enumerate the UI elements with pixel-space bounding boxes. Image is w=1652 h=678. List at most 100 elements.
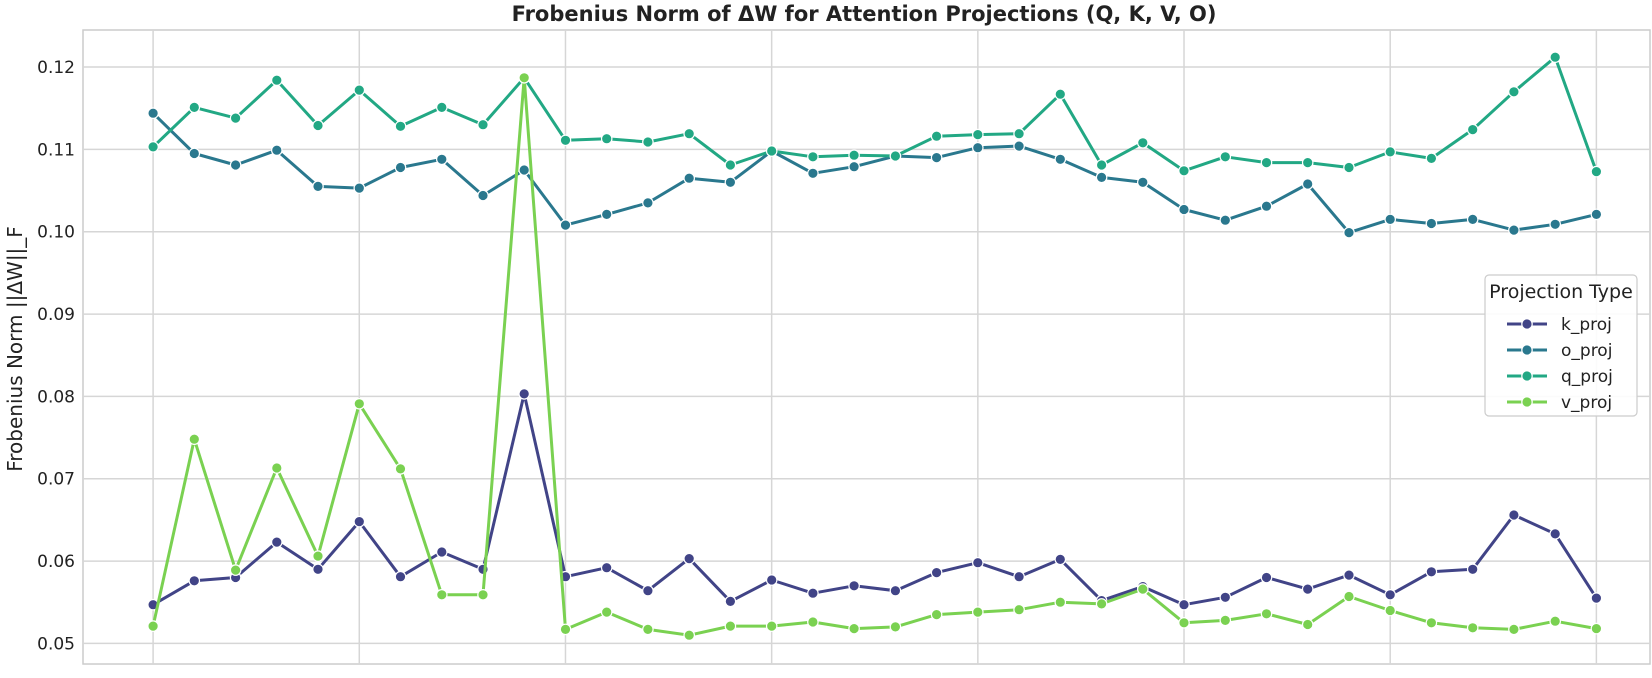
data-point: [270, 536, 283, 548]
legend-label: o_proj: [1561, 341, 1612, 361]
data-point: [683, 172, 695, 184]
data-point: [559, 219, 572, 231]
data-point: [1508, 509, 1520, 521]
data-point: [971, 606, 984, 618]
data-point: [1260, 200, 1273, 212]
data-point: [1466, 213, 1479, 226]
legend-marker: [1521, 318, 1533, 330]
y-tick-label: 0.11: [37, 140, 75, 160]
data-point: [1343, 161, 1355, 174]
data-point: [518, 164, 530, 176]
data-point: [600, 561, 613, 574]
data-point: [642, 584, 654, 597]
data-point: [1095, 159, 1108, 171]
data-point: [1549, 51, 1561, 63]
legend-title: Projection Type: [1489, 281, 1633, 303]
plot-area: [82, 29, 1651, 665]
data-point: [683, 127, 695, 140]
data-point: [1301, 618, 1314, 631]
data-point: [930, 130, 943, 142]
data-point: [889, 150, 902, 162]
data-point: [807, 167, 819, 180]
data-point: [353, 182, 366, 194]
data-point: [683, 552, 695, 565]
data-point: [1260, 571, 1273, 584]
data-point: [1219, 614, 1232, 627]
data-point: [270, 74, 283, 86]
data-point: [394, 463, 407, 475]
legend-marker: [1521, 370, 1533, 382]
data-point: [600, 208, 613, 221]
data-point: [971, 141, 984, 154]
data-point: [353, 515, 366, 528]
data-point: [807, 616, 819, 628]
data-point: [1178, 598, 1190, 611]
data-point: [1095, 171, 1108, 184]
data-point: [642, 136, 654, 148]
data-point: [930, 566, 943, 579]
data-point: [1054, 88, 1067, 100]
data-point: [1590, 592, 1603, 604]
series-line: [152, 112, 1597, 235]
y-tick-label: 0.09: [37, 305, 75, 325]
data-point: [807, 587, 819, 599]
data-point: [394, 161, 407, 174]
data-point: [971, 556, 984, 569]
data-point: [353, 397, 366, 410]
data-point: [229, 112, 242, 124]
data-point: [1425, 616, 1438, 629]
data-point: [1384, 213, 1396, 226]
series-line: [151, 76, 1597, 637]
data-point: [724, 176, 737, 189]
data-point: [1301, 156, 1314, 169]
data-point: [1466, 123, 1479, 136]
data-point: [1178, 165, 1190, 177]
legend-label: q_proj: [1561, 367, 1613, 387]
legend-marker: [1521, 344, 1533, 356]
data-point: [1384, 588, 1396, 601]
y-axis-ticks: 0.05 0.06 0.07 0.08 0.09 0.10 0.11 0.12: [37, 58, 75, 654]
data-point: [889, 621, 902, 633]
data-point: [188, 147, 201, 160]
data-point: [188, 101, 201, 114]
data-point: [188, 574, 201, 587]
data-point: [1260, 156, 1273, 169]
y-tick-label: 0.05: [37, 634, 75, 654]
data-point: [1013, 570, 1025, 583]
data-point: [518, 72, 530, 84]
y-tick-label: 0.08: [37, 387, 75, 407]
plot-frame: [82, 29, 1651, 665]
data-point: [971, 128, 984, 141]
legend-item-o-proj: o_proj: [1507, 341, 1612, 361]
data-point: [1178, 203, 1190, 216]
data-point: [1178, 616, 1190, 629]
data-point: [435, 101, 448, 114]
data-point: [642, 197, 654, 209]
data-point: [930, 151, 943, 164]
data-point: [848, 579, 860, 592]
data-point: [642, 623, 654, 636]
data-point: [435, 588, 448, 601]
data-point: [477, 189, 489, 202]
data-point: [848, 149, 860, 161]
legend-marker: [1521, 396, 1533, 408]
data-point: [435, 546, 448, 558]
data-point: [724, 595, 737, 608]
data-point: [1590, 208, 1603, 221]
data-point: [1343, 226, 1355, 239]
data-point: [394, 120, 407, 133]
data-point: [1590, 622, 1603, 635]
y-tick-label: 0.10: [37, 223, 75, 243]
legend-item-v-proj: v_proj: [1507, 393, 1612, 413]
data-point: [1425, 152, 1438, 165]
data-point: [518, 388, 530, 400]
data-point: [559, 134, 572, 147]
data-point: [1508, 623, 1520, 636]
data-point: [1137, 137, 1149, 149]
legend-box: [1484, 274, 1638, 417]
legend: Projection Type k_proj o_proj q_proj v_proj: [1484, 274, 1638, 417]
data-point: [1013, 127, 1025, 140]
data-point: [765, 145, 778, 157]
data-point: [1549, 218, 1561, 231]
